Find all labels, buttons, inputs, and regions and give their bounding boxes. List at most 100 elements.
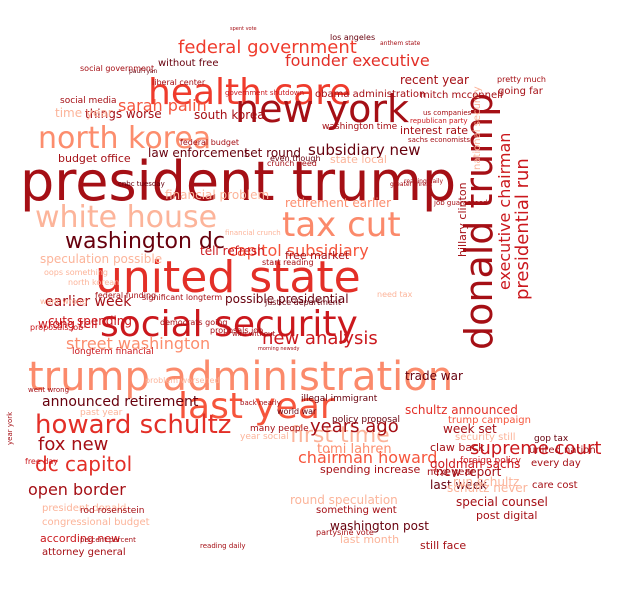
word-donald-trump: donald trump [457, 93, 501, 350]
word-financial-crunch: financial crunch [225, 229, 281, 237]
word-something-went: something went [316, 505, 397, 516]
word-hillary-clinton: hillary clinton [456, 182, 469, 257]
word-spent-vote: spent vote [230, 26, 257, 32]
word-tell-refresh: tell refresh [200, 244, 265, 258]
word-presidential-run: presidential run [512, 158, 533, 300]
word-year-york: year york [6, 411, 14, 445]
word-justice-department: justice department [264, 298, 341, 307]
word-south-korea: south korea [194, 108, 265, 122]
word-speculation-possible: speculation possible [40, 252, 162, 266]
word-even-though: even though [270, 154, 321, 163]
word-howard-schultz: howard schultz [35, 410, 231, 440]
word-interest-rate: interest rate [400, 124, 468, 137]
word-rod-rosenstein: rod rosenstein [80, 506, 144, 516]
word-year-social: year social [240, 432, 289, 442]
word-trump-campaign: trump campaign [448, 415, 531, 426]
word-street-washington: street washington [66, 334, 210, 353]
word-washington-dc: washington dc [65, 229, 225, 254]
word-federal-budget: federal budget [180, 138, 239, 147]
word-foreign-policy: foreign policy [460, 456, 522, 466]
word-earlier-week: earlier week [45, 294, 132, 310]
word-security-still: security still [455, 432, 516, 443]
word-start-reading: start reading [262, 258, 314, 267]
word-retirement-earlier: retirement earlier [285, 196, 391, 210]
word-world-war: world war [277, 407, 317, 416]
word-wire-without: wire without [232, 330, 275, 338]
word-paul-ryan: paul ryan [129, 68, 158, 75]
word-financial-problem: financial problem [165, 188, 269, 202]
word-longterm-financial: longterm financial [72, 347, 154, 357]
word-state-local: state local [330, 153, 387, 166]
word-morning-newsdy: morning newsdy [258, 346, 300, 352]
word-capitol-subsidiary: capitol subsidiary [228, 241, 369, 260]
word-proposals-job: proposals job [30, 323, 83, 332]
word-time-year: time year [55, 106, 113, 120]
word-sarah-palin: sarah palin [118, 96, 207, 115]
word-wrong-tell: wrong tell [38, 317, 98, 331]
word-reading-daily: reading daily [404, 178, 444, 185]
word-los-angeles: los angeles [330, 33, 375, 42]
word-every-day: every day [531, 458, 581, 469]
word-north-korean: north korean [68, 278, 119, 287]
word-united-state: united state [95, 252, 361, 303]
word-white-house: white house [35, 200, 217, 235]
word-health-care: health care [148, 72, 351, 113]
word-crunch-need: crunch need [267, 159, 317, 168]
word-social-media: social media [60, 96, 117, 106]
word-liberal-center: liberal center [152, 78, 206, 87]
word-announced-retirement: announced retirement [42, 394, 199, 410]
word-obama-administration: obama administration [315, 89, 425, 100]
word-mitch-mcconnell: mitch mcconnell [420, 90, 503, 101]
word-government-shutdown: government shutdown [225, 89, 304, 97]
word-special-counsel: special counsel [456, 495, 548, 509]
word-united-nation: united nation [529, 445, 596, 456]
word-still-face: still face [420, 539, 466, 552]
word-executive-chairman: executive chairman [495, 133, 514, 290]
word-went-wrong: went wrong [28, 386, 69, 394]
word-last-week: last week [430, 478, 487, 492]
word-dc-capitol: dc capitol [35, 452, 132, 476]
word-washington-post: washington post [330, 519, 429, 533]
word-things-worse: things worse [85, 107, 162, 121]
word-many-people: many people [250, 424, 309, 434]
word-policy-proposal: policy proposal [332, 415, 400, 425]
word-going-far: going far [498, 86, 544, 97]
word-free-market: free market [285, 249, 350, 262]
word-care-cost: care cost [532, 480, 578, 491]
word-new-analysis: new analysis [262, 328, 378, 349]
word-week-set: week set [443, 422, 497, 436]
word-us-companies: us companies [423, 109, 472, 117]
word-went-wrong: went wrong [40, 297, 87, 306]
word-schultz-announced: schultz announced [405, 403, 518, 417]
word-schultz-never: schultz never [447, 481, 528, 495]
word-tomi-lahren: tomi lahren [317, 442, 392, 457]
word-congressional-budget: congressional budget [42, 517, 150, 528]
word-without-free: without free [158, 58, 219, 69]
word-next-year: next year [427, 467, 476, 478]
word-pretty-much: pretty much [497, 75, 546, 84]
word-last-year: last year [178, 386, 335, 427]
word-anthem-state: anthem state [380, 40, 421, 47]
word-need-tax: need tax [377, 290, 413, 299]
word-significant-longterm: significant longterm [142, 293, 222, 302]
word-fox-new: fox new [38, 434, 108, 455]
word-spending-increase: spending increase [320, 463, 421, 476]
word-new-report: new report [436, 465, 502, 479]
word-supreme-court: supreme court [470, 438, 601, 459]
word-founder-executive: founder executive [285, 51, 430, 70]
word-greater-threat: greater threat [390, 181, 433, 188]
word-possible-presidential: possible presidential [225, 292, 349, 306]
word-past-year: past year [80, 408, 123, 418]
word-president-trump: president trump [20, 150, 456, 213]
word-republican-party: republican party [410, 117, 468, 125]
word-last-month: last month [340, 533, 399, 546]
word-percent-percent: percent percent [80, 536, 136, 544]
word-gop-tax: gop tax [534, 434, 569, 444]
word-attorney-general: attorney general [42, 547, 126, 558]
word-according-new: according new [40, 532, 120, 545]
word-problem-worsened: problem worsened [145, 376, 220, 385]
word-chairman-howard: chairman howard [298, 448, 437, 467]
word-set-round: set round [244, 146, 301, 160]
word-first-time: first time [290, 423, 390, 448]
word-years-ago: years ago [310, 416, 399, 437]
